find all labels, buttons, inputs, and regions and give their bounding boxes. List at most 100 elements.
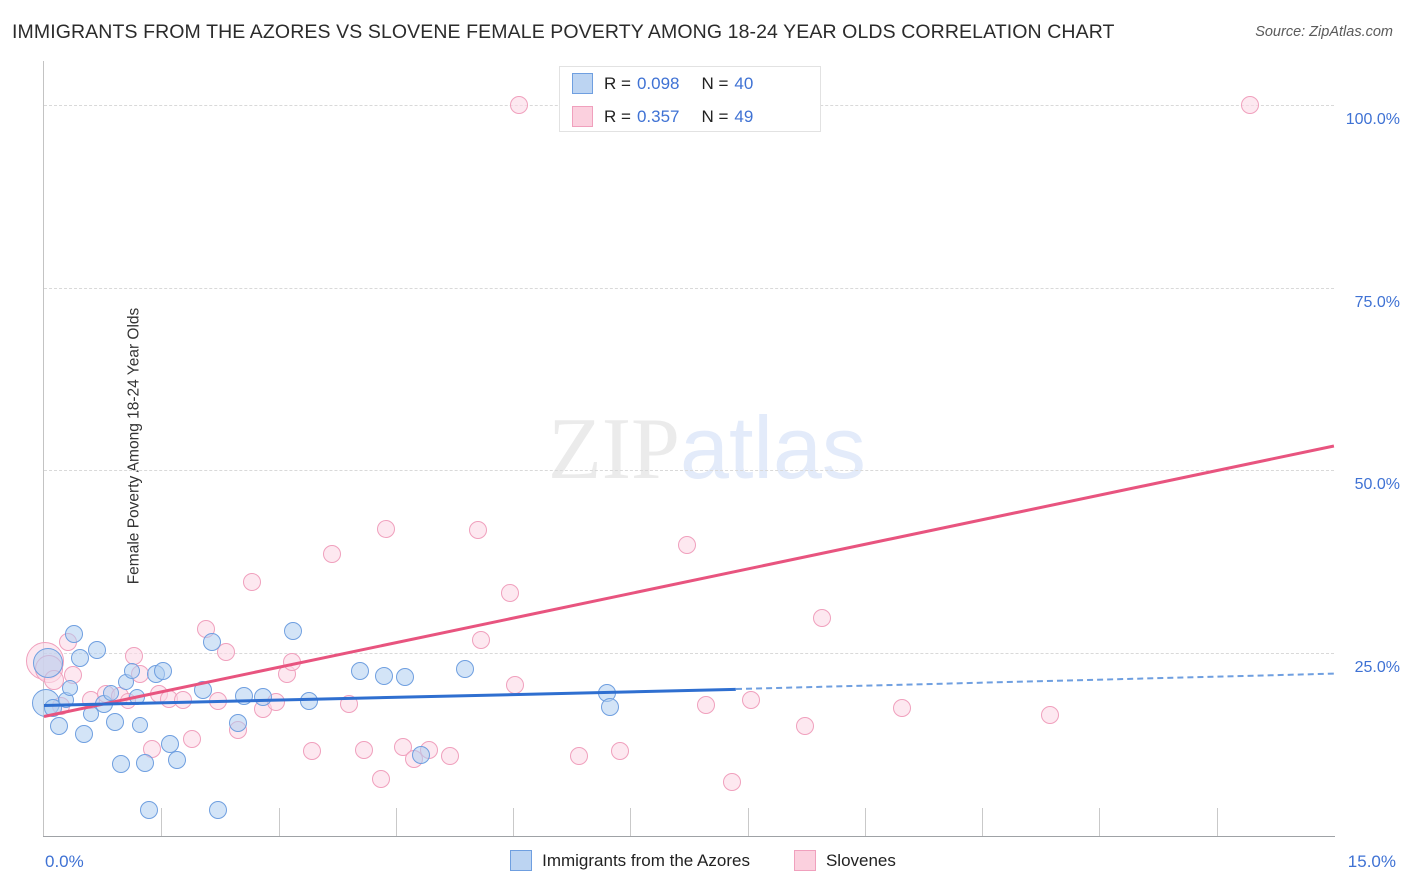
scatter-point[interactable] — [182, 729, 201, 748]
scatter-point[interactable] — [284, 621, 303, 640]
r-value-slovenes: 0.357 — [636, 106, 680, 126]
scatter-point[interactable] — [411, 745, 430, 764]
page-title: IMMIGRANTS FROM THE AZORES VS SLOVENE FE… — [12, 21, 1115, 43]
scatter-point[interactable] — [893, 699, 912, 718]
scatter-point[interactable] — [128, 689, 145, 706]
scatter-point[interactable] — [153, 661, 172, 680]
scatter-point[interactable] — [105, 712, 124, 731]
scatter-point[interactable] — [340, 695, 359, 714]
y-axis-tick-label: 100.0% — [1345, 110, 1400, 128]
scatter-point[interactable] — [600, 697, 619, 716]
scatter-point[interactable] — [217, 643, 236, 662]
legend-item-slovenes[interactable]: Slovenes — [793, 850, 896, 871]
scatter-point[interactable] — [194, 680, 213, 699]
scatter-point[interactable] — [456, 659, 475, 678]
scatter-point[interactable] — [323, 544, 342, 563]
series-swatch-slovenes-icon — [572, 106, 593, 127]
scatter-point[interactable] — [440, 746, 459, 765]
scatter-point[interactable] — [160, 734, 179, 753]
trend-line-azores-extension — [736, 672, 1335, 691]
scatter-point[interactable] — [83, 705, 100, 722]
scatter-point[interactable] — [396, 667, 415, 686]
scatter-point[interactable] — [509, 95, 528, 114]
scatter-point[interactable] — [228, 714, 247, 733]
x-axis-tick — [513, 808, 515, 836]
scatter-point[interactable] — [243, 572, 262, 591]
legend-label-slovenes: Slovenes — [825, 850, 896, 870]
trend-line-slovenes — [43, 444, 1335, 718]
x-axis-tick — [278, 808, 280, 836]
watermark-atlas: atlas — [680, 398, 866, 497]
n-label-slovenes: N = — [701, 106, 729, 126]
n-label-azores: N = — [701, 73, 729, 93]
x-axis-tick — [630, 808, 632, 836]
scatter-point[interactable] — [377, 519, 396, 538]
scatter-point[interactable] — [61, 679, 78, 696]
trend-line-azores — [43, 688, 737, 708]
scatter-point[interactable] — [813, 609, 832, 628]
y-axis-tick-label: 25.0% — [1354, 659, 1400, 677]
scatter-point[interactable] — [741, 691, 760, 709]
scatter-point[interactable] — [75, 724, 94, 743]
scatter-point[interactable] — [132, 716, 149, 733]
scatter-point[interactable] — [254, 688, 273, 707]
scatter-point[interactable] — [234, 686, 253, 705]
scatter-point[interactable] — [136, 753, 155, 772]
scatter-plot-area: ZIPatlas — [25, 61, 1335, 836]
stats-row-azores: R = 0.098 N = 40 — [560, 67, 820, 100]
scatter-point[interactable] — [208, 801, 227, 820]
scatter-point[interactable] — [168, 750, 187, 769]
scatter-point[interactable] — [501, 583, 520, 602]
legend-item-azores[interactable]: Immigrants from the Azores — [510, 850, 750, 871]
scatter-point[interactable] — [351, 662, 370, 681]
zipatlas-watermark: ZIPatlas — [548, 404, 866, 494]
scatter-point[interactable] — [123, 663, 140, 680]
scatter-point[interactable] — [139, 800, 158, 819]
scatter-point[interactable] — [282, 652, 301, 671]
x-axis-tick — [395, 808, 397, 836]
scatter-point[interactable] — [112, 754, 131, 773]
gridline-y — [44, 470, 1334, 472]
r-label-azores: R = — [604, 73, 631, 93]
scatter-point[interactable] — [678, 536, 697, 554]
x-axis-label-min: 0.0% — [45, 852, 84, 871]
watermark-zip: ZIP — [548, 401, 680, 498]
x-axis-tick — [1216, 808, 1218, 836]
x-axis-tick — [864, 808, 866, 836]
series-legend: Immigrants from the Azores Slovenes — [0, 850, 1406, 871]
scatter-point[interactable] — [33, 648, 64, 679]
x-axis-tick — [747, 808, 749, 836]
x-axis-tick — [1099, 808, 1101, 836]
scatter-point[interactable] — [1041, 705, 1060, 724]
scatter-point[interactable] — [354, 740, 373, 759]
scatter-point[interactable] — [569, 747, 588, 766]
source-attribution: Source: ZipAtlas.com — [1255, 24, 1393, 40]
scatter-point[interactable] — [71, 648, 90, 667]
scatter-point[interactable] — [723, 772, 741, 791]
scatter-point[interactable] — [50, 717, 69, 736]
gridline-y — [44, 653, 1334, 655]
scatter-point[interactable] — [125, 647, 144, 666]
scatter-point[interactable] — [796, 717, 815, 736]
scatter-point[interactable] — [506, 676, 525, 695]
scatter-point[interactable] — [469, 520, 488, 539]
scatter-point[interactable] — [299, 691, 318, 710]
scatter-point[interactable] — [697, 696, 716, 715]
scatter-point[interactable] — [303, 742, 322, 761]
scatter-point[interactable] — [1240, 95, 1259, 114]
scatter-point[interactable] — [103, 685, 120, 702]
scatter-point[interactable] — [43, 699, 62, 718]
legend-label-azores: Immigrants from the Azores — [542, 850, 750, 870]
scatter-point[interactable] — [202, 633, 221, 652]
x-axis-label-max: 15.0% — [1347, 852, 1396, 871]
scatter-point[interactable] — [611, 742, 630, 761]
scatter-point[interactable] — [372, 769, 391, 788]
n-value-slovenes: 49 — [734, 106, 754, 126]
x-axis-tick — [161, 808, 163, 836]
scatter-point[interactable] — [374, 666, 393, 685]
scatter-point[interactable] — [208, 692, 227, 711]
scatter-point[interactable] — [471, 631, 490, 650]
scatter-point[interactable] — [65, 625, 84, 644]
scatter-point[interactable] — [174, 691, 193, 709]
scatter-point[interactable] — [88, 640, 107, 659]
